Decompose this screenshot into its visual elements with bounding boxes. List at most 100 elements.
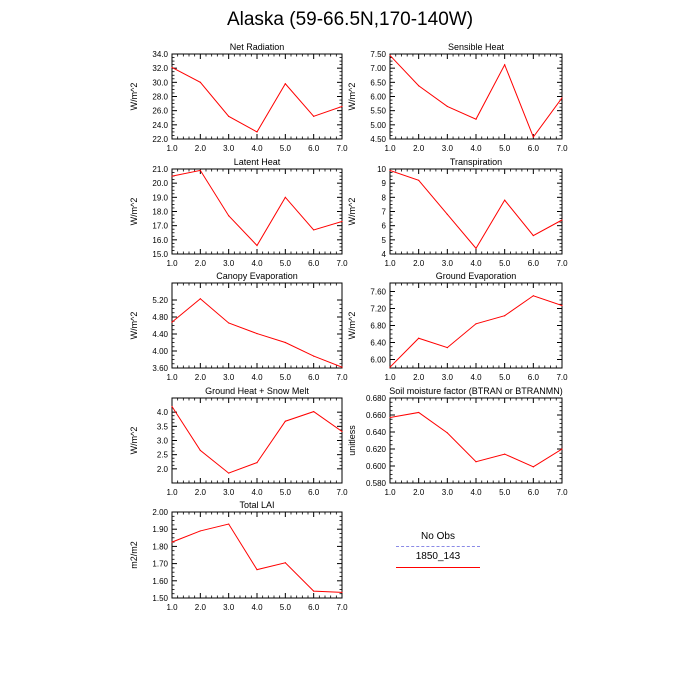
x-tick-label: 1.0	[384, 144, 396, 153]
plot-frame	[171, 168, 343, 255]
y-tick-label: 0.620	[366, 445, 387, 454]
data-point	[313, 590, 315, 592]
data-point	[171, 321, 173, 323]
x-tick-label: 6.0	[308, 488, 320, 497]
data-point	[418, 337, 420, 339]
y-tick-label: 3.5	[157, 422, 169, 431]
x-tick-label: 6.0	[528, 259, 540, 268]
data-point	[199, 81, 201, 83]
chart-panel-4: Transpiration W/m^2 1.0 2.0 3.0 4.0 5.0 6.0 7.0 4…	[347, 157, 568, 268]
chart-panel-1: Net Radiation W/m^2 1.0 2.0 3.0 4.0 5.0 6.0 7.0 2…	[129, 42, 348, 153]
data-point	[389, 54, 391, 57]
x-tick-label: 7.0	[556, 144, 568, 153]
y-axis-label: m2/m2	[129, 541, 139, 569]
y-tick-label: 1.90	[152, 525, 168, 534]
x-tick-label: 6.0	[308, 259, 320, 268]
data-point	[341, 105, 343, 108]
x-tick-label: 4.0	[470, 373, 482, 382]
data-point	[341, 366, 343, 368]
y-tick-label: 7.60	[370, 288, 386, 297]
data-point	[228, 472, 230, 474]
plot-frame	[171, 397, 343, 484]
data-point	[199, 298, 201, 300]
x-tick-label: 5.0	[280, 603, 292, 612]
data-point	[284, 196, 286, 198]
x-tick-label: 1.0	[384, 488, 396, 497]
plot-frame	[171, 511, 343, 599]
data-point	[418, 411, 420, 414]
x-tick-label: 5.0	[280, 259, 292, 268]
x-tick-label: 5.0	[499, 488, 511, 497]
x-tick-label: 2.0	[195, 603, 207, 612]
y-tick-label: 4.0	[157, 408, 169, 417]
x-tick-label: 3.0	[442, 144, 454, 153]
x-tick-label: 3.0	[223, 373, 235, 382]
y-tick-label: 4.50	[370, 135, 386, 144]
data-point	[228, 322, 230, 324]
series-line	[172, 169, 342, 247]
y-tick-label: 1.60	[152, 577, 168, 586]
data-point	[171, 66, 173, 69]
y-tick-label: 5.00	[370, 121, 386, 130]
chart-panel-8: Soil moisture factor (BTRAN or BTRANMN) u…	[347, 386, 568, 497]
x-tick-label: 7.0	[336, 259, 348, 268]
y-tick-label: 7	[382, 208, 387, 217]
data-point	[171, 541, 173, 543]
y-tick-label: 2.5	[157, 451, 169, 460]
x-tick-label: 2.0	[413, 488, 425, 497]
data-point	[341, 430, 343, 433]
panel-title: Ground Heat + Snow Melt	[205, 386, 309, 396]
y-tick-label: 6.80	[370, 322, 386, 331]
data-point	[313, 115, 315, 117]
x-tick-label: 1.0	[166, 259, 178, 268]
data-point	[389, 169, 391, 172]
panel-title: Ground Evaporation	[436, 271, 517, 281]
y-tick-label: 5	[382, 236, 387, 245]
legend-obs-label: No Obs	[421, 531, 455, 542]
data-point	[418, 85, 420, 87]
x-tick-label: 4.0	[470, 488, 482, 497]
y-tick-label: 1.80	[152, 542, 168, 551]
x-tick-label: 5.0	[280, 488, 292, 497]
data-point	[561, 304, 563, 307]
plot-frame	[389, 397, 563, 484]
y-tick-label: 8	[382, 193, 387, 202]
y-tick-label: 3.60	[152, 364, 168, 373]
data-point	[284, 341, 286, 344]
y-tick-label: 22.0	[152, 135, 168, 144]
x-tick-label: 4.0	[251, 603, 263, 612]
x-tick-label: 2.0	[413, 144, 425, 153]
series-line	[390, 411, 562, 468]
y-tick-label: 17.0	[152, 222, 168, 231]
data-point	[256, 131, 258, 133]
chart-panel-7: Ground Heat + Snow Melt W/m^2 1.0 2.0 3.0 4.0…	[129, 386, 348, 497]
plot-frame	[171, 53, 343, 140]
y-tick-label: 6.00	[370, 356, 386, 365]
series-line	[390, 295, 562, 368]
data-point	[284, 562, 286, 564]
plot-frame	[389, 282, 563, 369]
y-tick-label: 16.0	[152, 236, 168, 245]
x-tick-label: 2.0	[195, 144, 207, 153]
y-tick-label: 2.00	[152, 508, 168, 517]
y-tick-label: 4	[382, 250, 387, 259]
x-tick-label: 1.0	[166, 373, 178, 382]
panel-title: Sensible Heat	[448, 42, 505, 52]
x-tick-label: 7.0	[336, 488, 348, 497]
y-tick-label: 6	[382, 222, 387, 231]
data-point	[504, 315, 506, 317]
x-tick-label: 6.0	[308, 144, 320, 153]
y-tick-label: 0.680	[366, 394, 387, 403]
y-tick-label: 4.40	[152, 330, 168, 339]
data-point	[504, 64, 506, 66]
y-tick-label: 3.0	[157, 437, 169, 446]
data-point	[446, 213, 448, 215]
panel-title: Soil moisture factor (BTRAN or BTRANMN)	[389, 386, 563, 396]
y-tick-label: 7.20	[370, 305, 386, 314]
y-axis-label: W/m^2	[129, 427, 139, 455]
data-point	[418, 179, 420, 181]
data-point	[171, 405, 173, 408]
data-point	[532, 234, 534, 237]
y-tick-label: 18.0	[152, 208, 168, 217]
y-tick-label: 34.0	[152, 50, 168, 59]
